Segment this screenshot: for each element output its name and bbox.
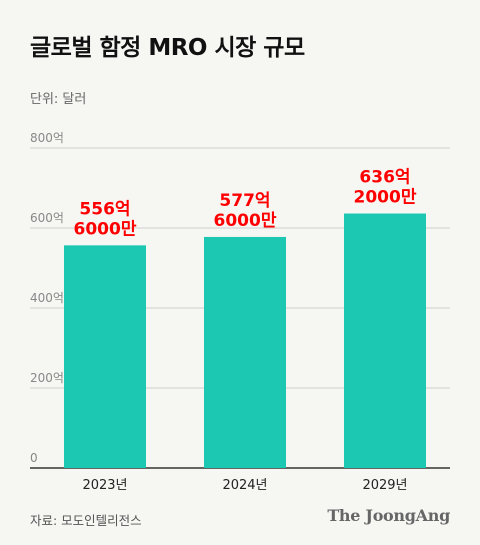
y-tick-label: 400억 [30, 291, 64, 305]
brand-logo: The JoongAng [327, 506, 450, 525]
y-tick-label: 800억 [30, 131, 64, 145]
x-tick-label: 2023년 [82, 478, 127, 493]
data-label: 6000만 [214, 211, 277, 231]
data-label: 577억 [219, 191, 270, 211]
data-label: 556억 [79, 199, 130, 219]
y-tick-label: 200억 [30, 371, 64, 385]
x-tick-label: 2024년 [222, 478, 267, 493]
data-label: 6000만 [74, 219, 137, 239]
y-tick-label: 0 [30, 451, 38, 465]
chart-title: 글로벌 함정 MRO 시장 규모 [30, 35, 305, 61]
bar [64, 245, 146, 468]
source-note: 자료: 모도인텔리전스 [30, 513, 142, 528]
data-label: 2000만 [354, 188, 417, 208]
bar [344, 213, 426, 468]
x-tick-label: 2029년 [362, 478, 407, 493]
unit-label: 단위: 달러 [30, 92, 87, 107]
data-label: 636억 [359, 168, 410, 188]
y-tick-label: 600억 [30, 211, 64, 225]
bar [204, 236, 286, 468]
